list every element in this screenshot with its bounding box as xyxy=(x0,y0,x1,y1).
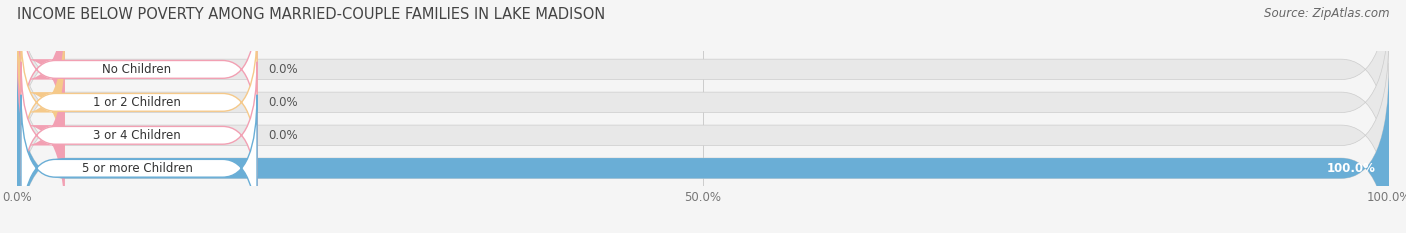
FancyBboxPatch shape xyxy=(17,14,65,191)
Text: 100.0%: 100.0% xyxy=(1326,162,1375,175)
Text: 0.0%: 0.0% xyxy=(269,96,298,109)
FancyBboxPatch shape xyxy=(17,0,65,158)
FancyBboxPatch shape xyxy=(17,47,65,224)
FancyBboxPatch shape xyxy=(17,63,1389,233)
Text: INCOME BELOW POVERTY AMONG MARRIED-COUPLE FAMILIES IN LAKE MADISON: INCOME BELOW POVERTY AMONG MARRIED-COUPL… xyxy=(17,7,605,22)
Text: Source: ZipAtlas.com: Source: ZipAtlas.com xyxy=(1264,7,1389,20)
FancyBboxPatch shape xyxy=(21,95,257,233)
Text: 0.0%: 0.0% xyxy=(269,129,298,142)
Text: 3 or 4 Children: 3 or 4 Children xyxy=(93,129,181,142)
Text: 5 or more Children: 5 or more Children xyxy=(82,162,193,175)
FancyBboxPatch shape xyxy=(21,29,257,176)
Text: No Children: No Children xyxy=(103,63,172,76)
FancyBboxPatch shape xyxy=(17,0,1389,175)
FancyBboxPatch shape xyxy=(17,30,1389,233)
FancyBboxPatch shape xyxy=(21,0,257,143)
Text: 0.0%: 0.0% xyxy=(269,63,298,76)
FancyBboxPatch shape xyxy=(21,62,257,209)
Text: 1 or 2 Children: 1 or 2 Children xyxy=(93,96,181,109)
FancyBboxPatch shape xyxy=(17,0,1389,208)
FancyBboxPatch shape xyxy=(17,63,1389,233)
